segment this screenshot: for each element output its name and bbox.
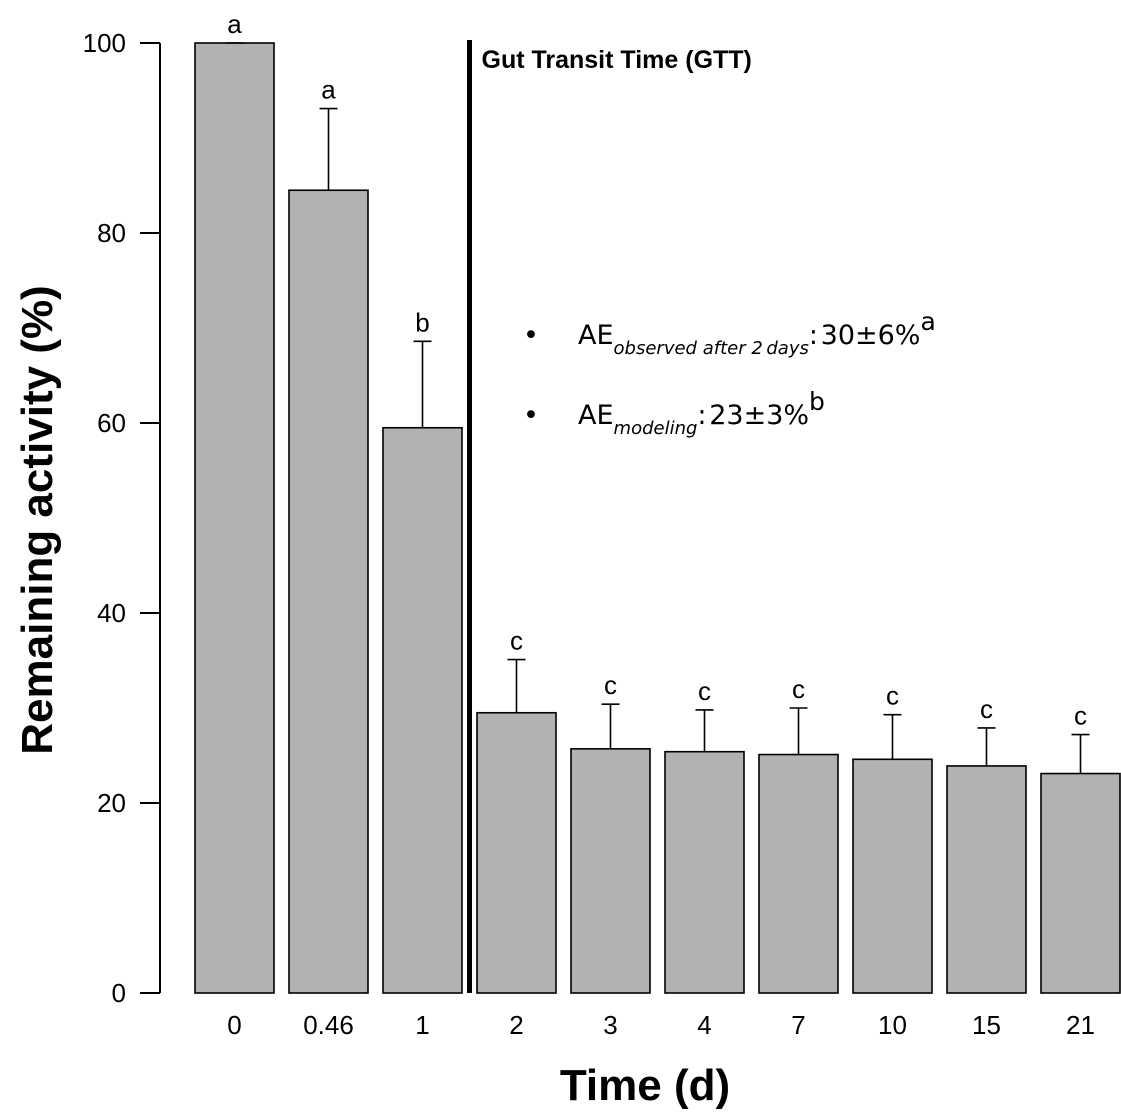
- x-tick-label: 10: [878, 1010, 907, 1040]
- note-subscript: observed after 2 days: [614, 338, 809, 359]
- note-superscript: b: [809, 387, 825, 416]
- significance-letter: c: [510, 626, 523, 656]
- note-text: AEmodeling: 23±3%b: [578, 387, 825, 439]
- significance-letter: c: [604, 670, 617, 700]
- y-tick-label: 40: [97, 598, 126, 628]
- x-tick-label: 0: [227, 1010, 241, 1040]
- y-tick-label: 60: [97, 408, 126, 438]
- significance-letter: c: [792, 674, 805, 704]
- x-tick-label: 4: [697, 1010, 711, 1040]
- ae-notes: • AEobserved after 2 days: 30±6%a• AEmodel…: [523, 307, 936, 439]
- bar: [758, 753, 839, 994]
- x-tick-label: 21: [1066, 1010, 1095, 1040]
- gtt-label: Gut Transit Time (GTT): [482, 46, 752, 74]
- y-tick-label: 100: [83, 28, 126, 58]
- note-bullet: •: [523, 320, 539, 351]
- note-main: AE: [578, 400, 614, 431]
- significance-letter: c: [980, 694, 993, 724]
- bar: [852, 758, 933, 994]
- bar: [946, 765, 1027, 994]
- bars: [194, 42, 1121, 994]
- bar: [570, 748, 651, 994]
- x-tick-label: 0.46: [303, 1010, 354, 1040]
- note-value: : 23±3%: [697, 400, 809, 431]
- y-axis-title: Remaining activity (%): [13, 285, 62, 754]
- note-main: AE: [578, 320, 614, 351]
- error-bars: [225, 42, 1090, 774]
- note-bullet: •: [523, 400, 539, 431]
- x-tick-label: 3: [603, 1010, 617, 1040]
- x-tick-label: 15: [972, 1010, 1001, 1040]
- x-axis-title: Time (d): [560, 1061, 730, 1110]
- significance-letter: a: [227, 9, 242, 39]
- y-tick-label: 20: [97, 788, 126, 818]
- bar: [664, 750, 745, 994]
- note-superscript: a: [920, 307, 935, 336]
- significance-letter: c: [886, 681, 899, 711]
- significance-letter: b: [415, 307, 429, 337]
- y-tick-label: 80: [97, 218, 126, 248]
- x-tick-label: 7: [791, 1010, 805, 1040]
- x-tick-labels: 0 0.46 1 2 3 4 7 10 15 21: [227, 1010, 1095, 1040]
- significance-letters: a a b c c c c c c c: [227, 9, 1087, 731]
- significance-letter: c: [1074, 701, 1087, 731]
- bar: [382, 426, 463, 994]
- bar: [194, 42, 275, 994]
- bar: [1040, 772, 1121, 994]
- note-text: AEobserved after 2 days: 30±6%a: [578, 307, 936, 359]
- note-subscript: modeling: [614, 418, 698, 439]
- note-value: : 30±6%: [809, 320, 921, 351]
- y-tick-label: 0: [112, 978, 126, 1008]
- bar: [476, 711, 557, 994]
- x-tick-label: 2: [509, 1010, 523, 1040]
- significance-letter: a: [321, 75, 336, 105]
- y-axis: 0 20 40 60 80 100: [83, 28, 161, 1008]
- significance-letter: c: [698, 676, 711, 706]
- x-tick-label: 1: [415, 1010, 429, 1040]
- bar: [288, 189, 369, 994]
